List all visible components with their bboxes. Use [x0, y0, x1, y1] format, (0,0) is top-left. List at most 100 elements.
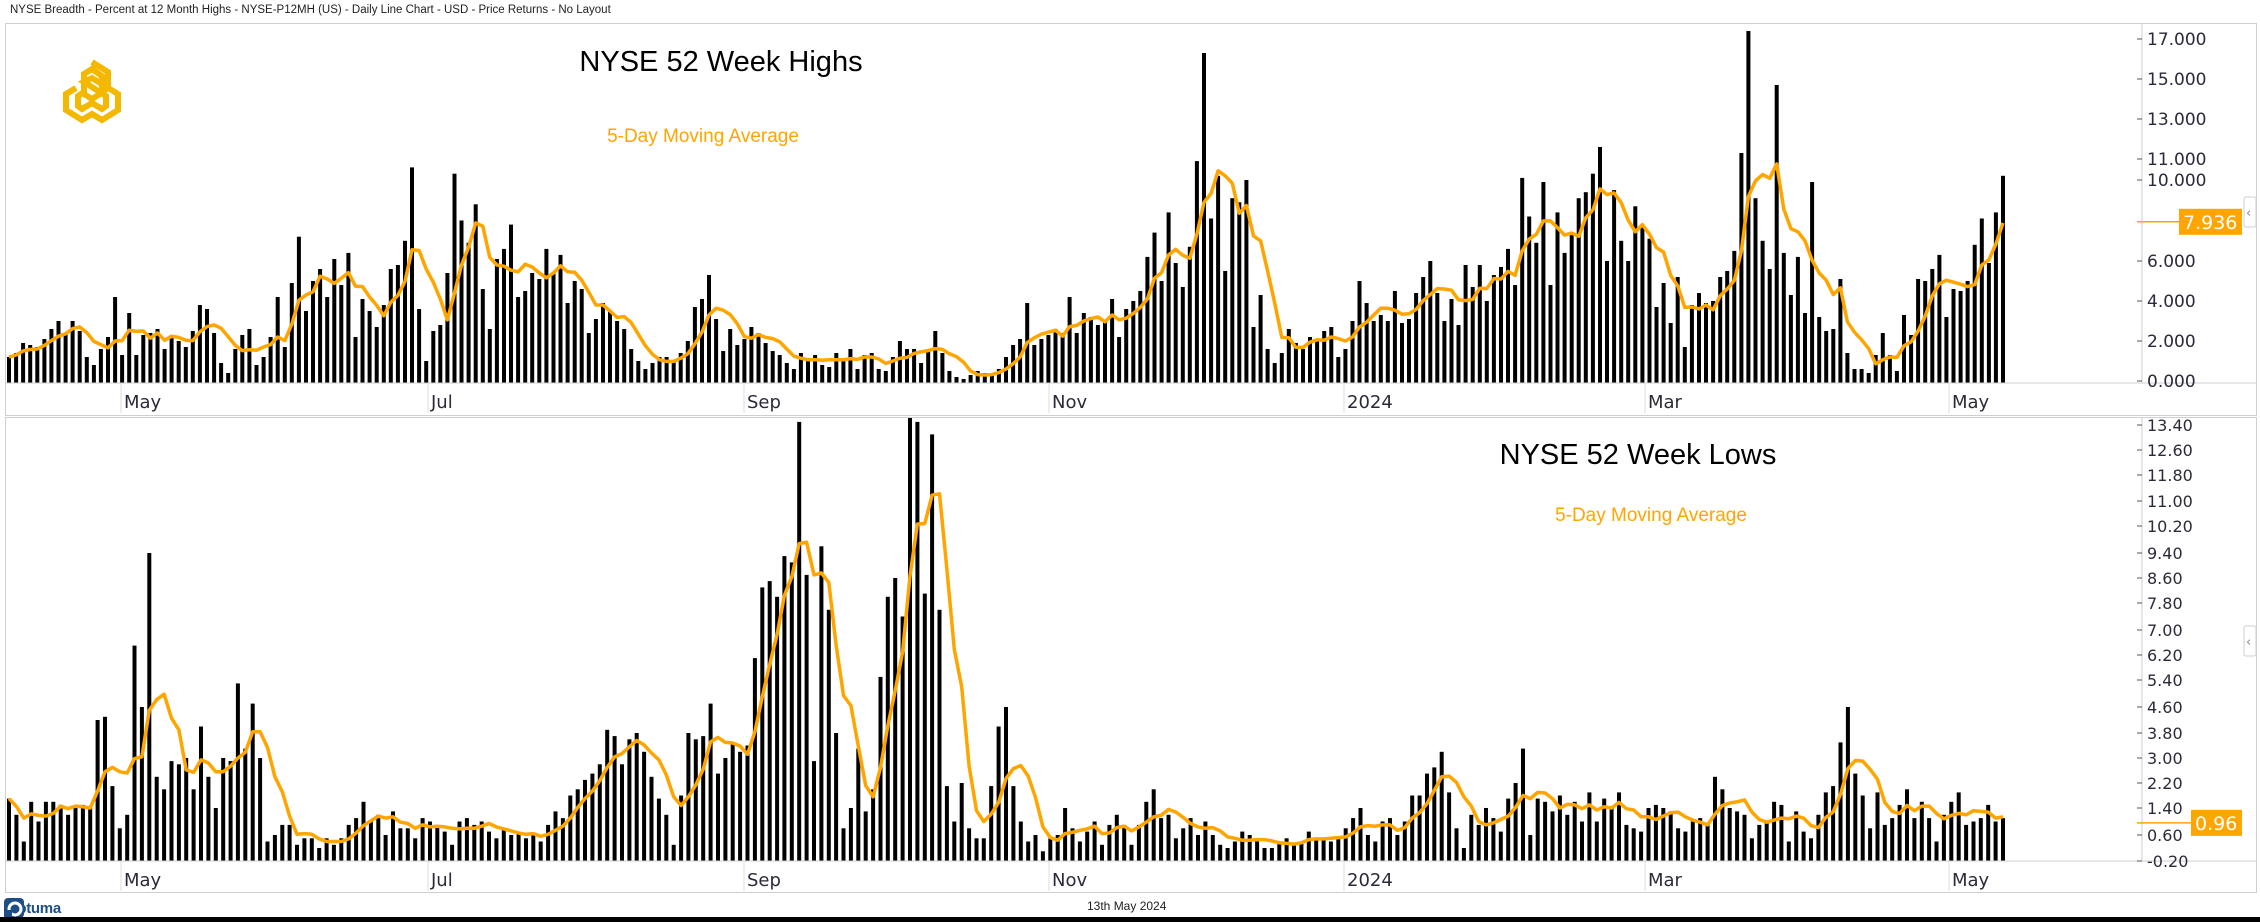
x-tick-label: Mar [1648, 392, 1683, 413]
lows-last-value: 0.96 [2195, 813, 2237, 835]
bar [1425, 773, 1429, 861]
bar [1166, 814, 1171, 862]
bar [2001, 175, 2005, 383]
bar [989, 786, 994, 861]
bar [1930, 269, 1935, 383]
bar [1887, 355, 1892, 383]
bar [1868, 828, 1873, 862]
bar [1675, 277, 1680, 383]
bar [1772, 801, 1777, 862]
bar [1032, 345, 1037, 383]
bar [1046, 335, 1051, 383]
highs-collapse-button[interactable]: ‹ [2243, 196, 2256, 228]
bar [1631, 828, 1636, 862]
bar [1095, 325, 1100, 383]
bar [110, 786, 115, 861]
bar [1859, 369, 1864, 383]
bar [834, 733, 839, 861]
bar [1757, 824, 1762, 861]
y-tick-label: 1.40 [2147, 799, 2183, 818]
bar [1653, 804, 1658, 861]
bar [1576, 198, 1581, 383]
bar [254, 365, 259, 383]
bar [106, 337, 110, 383]
bar [841, 359, 846, 383]
bar [374, 327, 379, 383]
bar [452, 173, 457, 383]
y-tick-label: 4.000 [2147, 292, 2196, 312]
bar [752, 658, 757, 861]
bar [450, 844, 455, 862]
bar [1993, 821, 1998, 861]
bar [1357, 281, 1362, 383]
bar [1314, 838, 1319, 862]
bar [597, 764, 602, 862]
bar [791, 369, 796, 383]
bar [1506, 798, 1511, 861]
bar [1602, 798, 1607, 861]
bar [1230, 198, 1235, 383]
bar [767, 581, 772, 861]
lows-collapse-button[interactable]: ‹ [2243, 625, 2256, 657]
bar [494, 259, 499, 383]
window-title: NYSE Breadth - Percent at 12 Month Highs… [10, 4, 611, 16]
bar [1410, 795, 1415, 861]
highs-last-value-badge: 7.936 [2137, 208, 2242, 235]
bar [1713, 776, 1717, 862]
bar [1767, 269, 1772, 383]
bar [1299, 841, 1304, 861]
bar [1727, 808, 1732, 861]
bar [1646, 808, 1651, 861]
bar [1421, 277, 1426, 383]
x-tick-label: May [1952, 392, 1990, 413]
bar [494, 838, 499, 862]
bar [1824, 331, 1829, 383]
bar [516, 831, 521, 861]
bar [1742, 814, 1747, 862]
bar [863, 811, 868, 861]
bar [73, 808, 78, 861]
bar [615, 321, 620, 383]
bar [117, 828, 122, 862]
bar [989, 375, 994, 383]
bar [1081, 313, 1086, 383]
bar [51, 801, 56, 862]
bar [29, 801, 34, 862]
bar [789, 562, 794, 861]
bar [975, 371, 980, 383]
bar [579, 289, 584, 383]
window-title-bar: NYSE Breadth - Percent at 12 Month Highs… [0, 0, 2260, 22]
bar [282, 347, 287, 383]
bar [685, 341, 690, 383]
bar [1668, 811, 1673, 861]
bar [1117, 337, 1122, 383]
bar [620, 764, 624, 862]
bar [162, 789, 167, 862]
bar [487, 329, 492, 383]
bar [1853, 773, 1858, 861]
bar [473, 204, 478, 383]
bar [693, 739, 698, 862]
bar [438, 325, 443, 383]
bar [191, 789, 196, 862]
bar [760, 587, 765, 861]
bar [1447, 792, 1452, 861]
bar [714, 319, 719, 383]
bar [1237, 202, 1242, 383]
bar [213, 808, 218, 861]
bar [634, 733, 639, 861]
footer: Optuma 13th May 2024 [0, 892, 2260, 922]
bar [1329, 327, 1334, 383]
bar [183, 347, 188, 383]
lows-panel: NYSE 52 Week Lows 5-Day Moving Average 1… [5, 417, 2257, 893]
bar [1823, 792, 1828, 861]
bar [1534, 242, 1539, 383]
bar [537, 279, 542, 383]
bar [1364, 303, 1369, 383]
bar [84, 357, 89, 383]
bar [1609, 808, 1614, 861]
bar [125, 814, 130, 862]
bar [1612, 190, 1617, 383]
y-tick-label: 4.60 [2147, 698, 2183, 717]
bar [1720, 789, 1725, 862]
